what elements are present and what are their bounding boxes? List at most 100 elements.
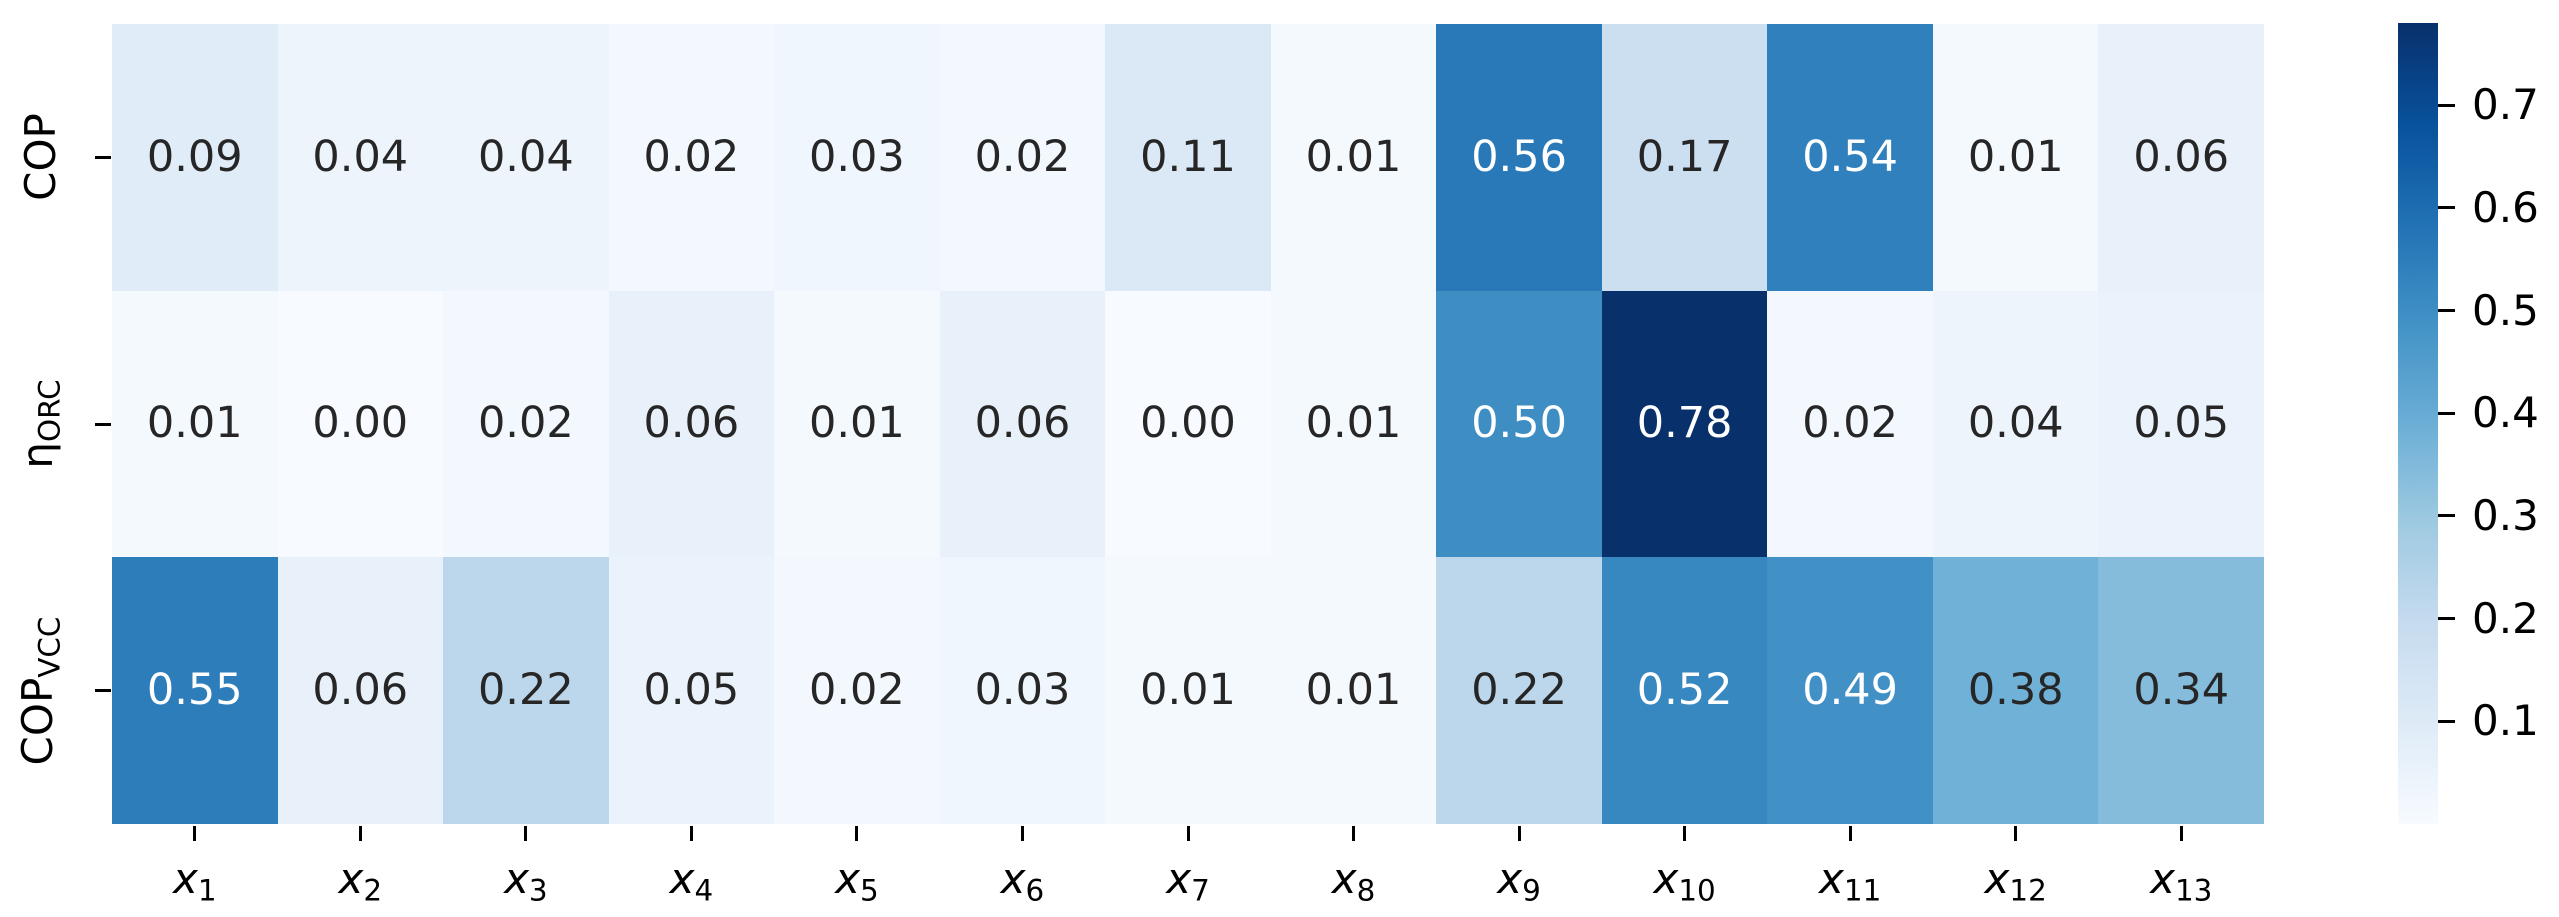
- heatmap-cell: 0.06: [277, 557, 444, 824]
- x-axis-tick: [1020, 826, 1024, 841]
- heatmap-cell: 0.02: [774, 557, 940, 824]
- y-axis-tick: [95, 422, 111, 426]
- colorbar-tick-label: 0.6: [2472, 182, 2539, 232]
- col-label-x1: x1: [173, 858, 217, 906]
- x-axis-tick: [193, 826, 197, 841]
- colorbar-tick: [2438, 617, 2455, 621]
- heatmap-cell: 0.03: [774, 24, 940, 291]
- heatmap-cell: 0.01: [1105, 557, 1271, 824]
- heatmap-cell: 0.05: [2098, 290, 2264, 558]
- heatmap-cell: 0.01: [1270, 24, 1437, 291]
- row-label-ηorc: ηORC: [13, 379, 67, 468]
- heatmap-cell: 0.04: [1932, 290, 2099, 558]
- x-axis-tick: [358, 826, 362, 841]
- label-base: x: [172, 854, 198, 903]
- y-axis-tick: [95, 689, 111, 693]
- col-label-x12: x12: [1985, 858, 2047, 906]
- col-label-x5: x5: [835, 858, 879, 906]
- colorbar-tick: [2438, 719, 2455, 723]
- heatmap-cell: 0.09: [112, 24, 278, 291]
- label-base: x: [1497, 854, 1523, 903]
- heatmap-cell: 0.03: [939, 557, 1106, 824]
- heatmap-cell: 0.06: [939, 290, 1106, 558]
- heatmap-cell: 0.01: [774, 290, 940, 558]
- heatmap-cell: 0.02: [608, 24, 775, 291]
- label-base: x: [1331, 854, 1357, 903]
- label-base: x: [835, 854, 860, 903]
- heatmap-cell: 0.05: [608, 557, 775, 824]
- label-base: x: [1984, 854, 2010, 903]
- label-subscript: 8: [1356, 873, 1376, 908]
- label-base: x: [2150, 854, 2175, 903]
- colorbar-tick-label: 0.3: [2472, 490, 2539, 540]
- x-axis-tick: [2014, 826, 2018, 841]
- heatmap-cell: 0.06: [608, 290, 775, 558]
- label-subscript: 3: [528, 873, 548, 908]
- x-axis-tick: [855, 826, 859, 841]
- label-subscript: 6: [1025, 873, 1045, 908]
- heatmap-cell: 0.06: [2098, 24, 2264, 291]
- label-base: x: [1000, 854, 1026, 903]
- heatmap-cell: 0.56: [1436, 24, 1602, 291]
- colorbar-tick-label: 0.7: [2472, 80, 2539, 130]
- heatmap-cell: 0.54: [1767, 24, 1933, 291]
- x-axis-tick: [1352, 826, 1356, 841]
- colorbar-tick-label: 0.4: [2472, 388, 2539, 438]
- x-axis-tick: [2179, 826, 2183, 841]
- label-subscript: 13: [2174, 873, 2213, 908]
- label-subscript: 9: [1522, 873, 1541, 908]
- label-subscript: 1: [197, 873, 217, 908]
- heatmap-cell: 0.55: [112, 557, 278, 824]
- heatmap-cell: 0.04: [443, 24, 609, 291]
- col-label-x4: x4: [670, 858, 714, 906]
- row-label-copvcc: COPVCC: [13, 616, 67, 765]
- label-subscript: 2: [363, 873, 383, 908]
- label-base: COP: [13, 677, 63, 766]
- label-subscript: 4: [694, 873, 714, 908]
- y-axis-tick: [95, 155, 111, 159]
- col-label-x3: x3: [504, 858, 548, 906]
- x-axis-tick: [1186, 826, 1190, 841]
- heatmap-cell: 0.50: [1436, 290, 1602, 558]
- heatmap-cell: 0.04: [277, 24, 444, 291]
- col-label-x11: x11: [1819, 858, 1881, 906]
- label-base: COP: [16, 113, 65, 202]
- heatmap-cell: 0.00: [1105, 290, 1271, 558]
- col-label-x13: x13: [2150, 858, 2212, 906]
- label-base: x: [1653, 854, 1679, 903]
- heatmap-cell: 0.01: [1932, 24, 2099, 291]
- heatmap-cell: 0.01: [1270, 290, 1437, 558]
- colorbar-tick-label: 0.5: [2472, 285, 2539, 335]
- label-subscript: 12: [2009, 873, 2047, 908]
- col-label-x7: x7: [1166, 858, 1210, 906]
- x-axis-tick: [1848, 826, 1852, 841]
- heatmap-cell: 0.78: [1601, 290, 1768, 558]
- heatmap-grid: 0.09 0.04 0.04 0.02 0.03 0.02 0.11 0.01 0.56 0.17…: [112, 24, 2264, 824]
- col-label-x9: x9: [1497, 858, 1541, 906]
- heatmap-cell: 0.01: [1270, 557, 1437, 824]
- col-label-x2: x2: [339, 858, 383, 906]
- x-axis-tick: [1517, 826, 1521, 841]
- label-base: x: [338, 854, 364, 903]
- heatmap-cell: 0.11: [1105, 24, 1271, 291]
- label-subscript: VCC: [32, 616, 67, 678]
- label-subscript: ORC: [32, 379, 67, 442]
- colorbar-tick: [2438, 206, 2455, 210]
- label-base: x: [1166, 854, 1192, 903]
- colorbar-tick: [2438, 411, 2455, 415]
- heatmap-cell: 0.34: [2098, 557, 2264, 824]
- heatmap-cell: 0.22: [1436, 557, 1602, 824]
- heatmap-cell: 0.01: [112, 290, 278, 558]
- x-axis-tick: [689, 826, 693, 841]
- heatmap-cell: 0.49: [1767, 557, 1933, 824]
- label-base: η: [13, 442, 63, 469]
- colorbar-tick: [2438, 309, 2455, 313]
- label-base: x: [1819, 854, 1844, 903]
- heatmap-cell: 0.22: [443, 557, 609, 824]
- label-base: x: [504, 854, 529, 903]
- colorbar-tick-label: 0.1: [2472, 696, 2539, 746]
- col-label-x6: x6: [1001, 858, 1045, 906]
- heatmap-cell: 0.02: [939, 24, 1106, 291]
- heatmap-cell: 0.02: [1767, 290, 1933, 558]
